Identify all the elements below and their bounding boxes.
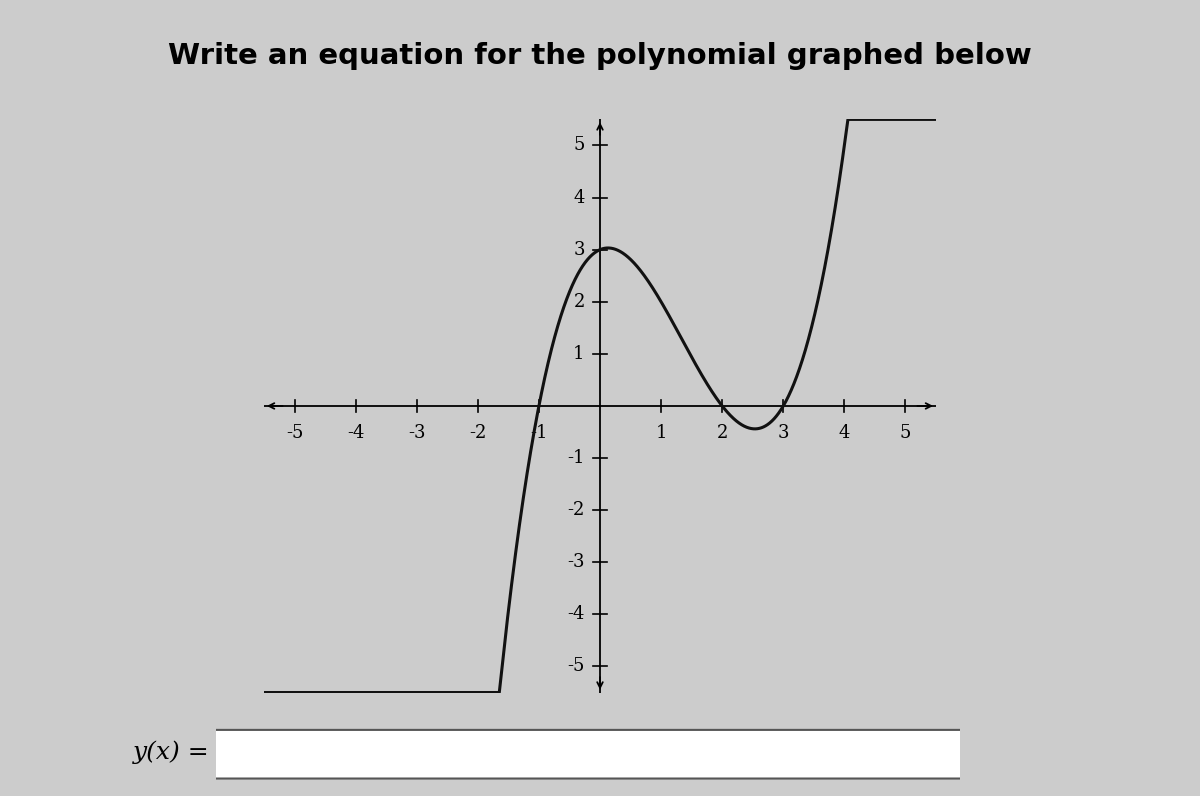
Text: y(x) =: y(x) = bbox=[133, 740, 210, 764]
Text: -2: -2 bbox=[469, 424, 486, 443]
Text: -4: -4 bbox=[568, 606, 584, 623]
Text: 5: 5 bbox=[574, 136, 584, 154]
Text: 3: 3 bbox=[574, 240, 584, 259]
Text: -3: -3 bbox=[408, 424, 426, 443]
Text: -4: -4 bbox=[347, 424, 365, 443]
Text: 1: 1 bbox=[655, 424, 667, 443]
Text: 5: 5 bbox=[900, 424, 911, 443]
Text: 2: 2 bbox=[716, 424, 728, 443]
FancyBboxPatch shape bbox=[202, 730, 974, 778]
Text: -1: -1 bbox=[530, 424, 547, 443]
Text: 2: 2 bbox=[574, 293, 584, 310]
Text: -5: -5 bbox=[568, 657, 584, 676]
Text: Write an equation for the polynomial graphed below: Write an equation for the polynomial gra… bbox=[168, 41, 1032, 70]
Text: 1: 1 bbox=[574, 345, 584, 363]
Text: 4: 4 bbox=[839, 424, 850, 443]
Text: 3: 3 bbox=[778, 424, 790, 443]
Text: -2: -2 bbox=[568, 501, 584, 519]
Text: -5: -5 bbox=[286, 424, 304, 443]
Text: -3: -3 bbox=[568, 553, 584, 572]
Text: 4: 4 bbox=[574, 189, 584, 206]
Text: -1: -1 bbox=[568, 449, 584, 467]
